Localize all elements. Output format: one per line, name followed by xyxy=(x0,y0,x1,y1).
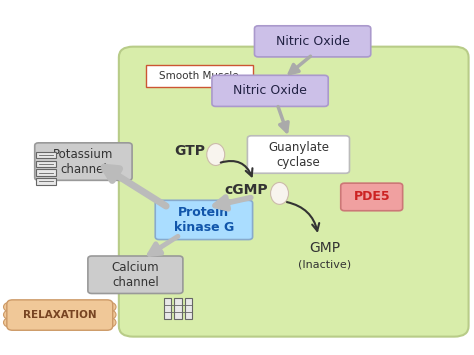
Bar xyxy=(174,298,182,319)
Bar xyxy=(164,298,171,319)
FancyBboxPatch shape xyxy=(88,256,183,294)
Bar xyxy=(36,178,56,185)
FancyBboxPatch shape xyxy=(146,65,253,87)
Ellipse shape xyxy=(3,318,14,327)
Text: cGMP: cGMP xyxy=(225,183,268,197)
Text: Nitric Oxide: Nitric Oxide xyxy=(233,84,307,97)
Text: PDE5: PDE5 xyxy=(354,190,390,203)
Ellipse shape xyxy=(3,310,14,319)
FancyBboxPatch shape xyxy=(255,26,371,57)
Ellipse shape xyxy=(3,302,14,311)
Bar xyxy=(36,169,56,176)
Bar xyxy=(36,152,56,158)
Ellipse shape xyxy=(106,318,116,327)
FancyBboxPatch shape xyxy=(247,136,349,173)
Text: Protein
kinase G: Protein kinase G xyxy=(174,206,234,234)
Text: GTP: GTP xyxy=(174,144,205,158)
Ellipse shape xyxy=(207,143,225,165)
FancyBboxPatch shape xyxy=(155,200,253,240)
Text: Guanylate
cyclase: Guanylate cyclase xyxy=(268,141,329,169)
FancyBboxPatch shape xyxy=(212,75,328,106)
Text: Smooth Muscle: Smooth Muscle xyxy=(159,71,239,81)
Text: Potassium
channel: Potassium channel xyxy=(53,148,114,176)
Text: Calcium
channel: Calcium channel xyxy=(111,261,159,289)
Ellipse shape xyxy=(106,310,116,319)
Ellipse shape xyxy=(271,182,289,204)
Text: Nitric Oxide: Nitric Oxide xyxy=(276,35,349,48)
Bar xyxy=(36,160,56,167)
Ellipse shape xyxy=(106,302,116,311)
FancyBboxPatch shape xyxy=(35,143,132,180)
FancyBboxPatch shape xyxy=(119,47,469,337)
Text: RELAXATION: RELAXATION xyxy=(23,310,97,320)
Bar xyxy=(184,298,192,319)
Text: GMP: GMP xyxy=(309,241,340,255)
Text: (Inactive): (Inactive) xyxy=(298,259,351,269)
FancyBboxPatch shape xyxy=(341,183,402,211)
FancyBboxPatch shape xyxy=(7,300,113,330)
